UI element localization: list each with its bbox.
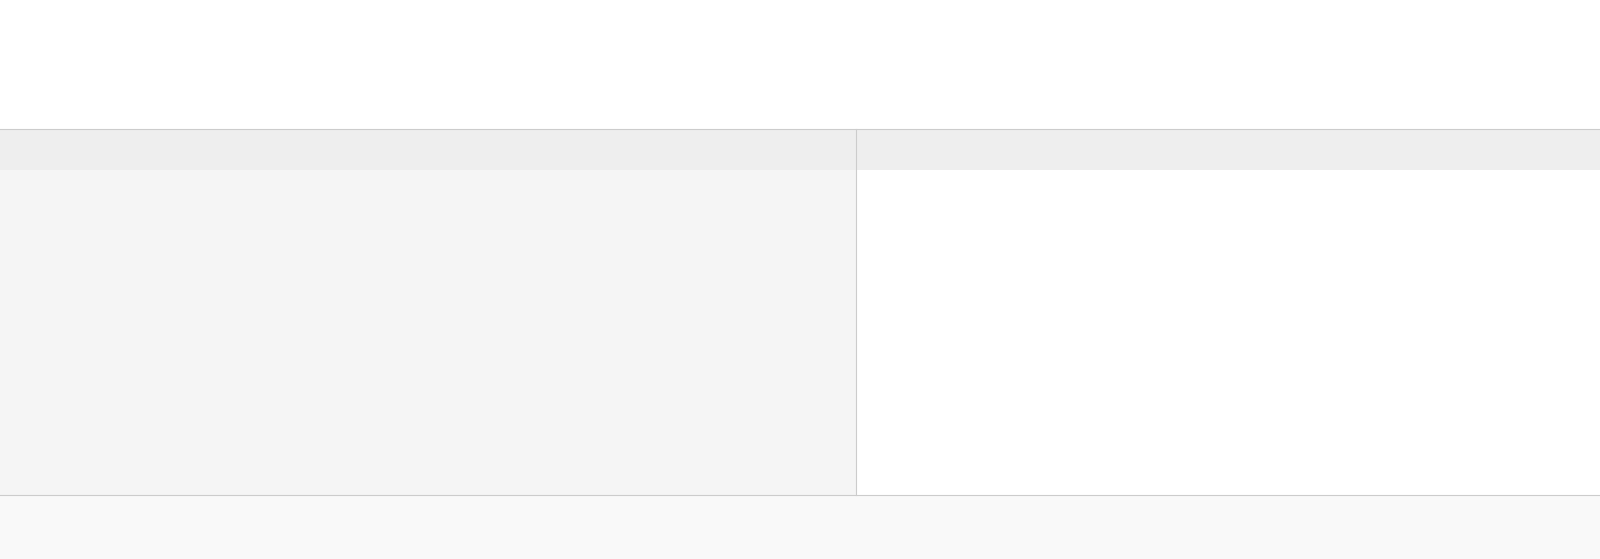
Text: 2837: 2837 [1154, 230, 1186, 244]
Text: original_dataset: original_dataset [870, 200, 971, 212]
Text: ✎: ✎ [1534, 35, 1547, 49]
Text: Price distribution is the same in the two populations: Price distribution is the same in the tw… [1267, 331, 1592, 344]
Text: 1587952.978: 1587952.978 [1266, 268, 1349, 281]
Text: No split: No split [315, 35, 373, 50]
Text: all: all [901, 230, 915, 244]
Text: Compare distribution of Price for "all" and "sample" from original_dataset: Compare distribution of Price for "all" … [38, 86, 550, 100]
Text: Kolmogorov–Smirnov test statistic: Kolmogorov–Smirnov test statistic [870, 414, 1083, 427]
Text: 0.0340258681: 0.0340258681 [1501, 414, 1592, 427]
Text: Significance level: Significance level [870, 357, 981, 370]
Text: 856820.80617: 856820.80617 [1437, 230, 1528, 244]
Text: At the given significance level, the test is inconclusive about whether Price di: At the given significance level, the tes… [394, 520, 1206, 533]
Text: ❯: ❯ [19, 35, 34, 46]
Text: ?: ? [1518, 35, 1525, 49]
Text: 1816: 1816 [1154, 268, 1186, 281]
Text: 0.1510478573: 0.1510478573 [1501, 441, 1592, 454]
Text: ⋮: ⋮ [1573, 35, 1586, 49]
Text: Mean: Mean [1266, 200, 1299, 212]
Text: Price: Price [1325, 180, 1355, 193]
Text: Std. Dev.: Std. Dev. [1437, 200, 1493, 212]
Bar [856, 293, 1600, 318]
Text: sample: sample [901, 268, 946, 281]
Text: Empirical CDFs: Empirical CDFs [373, 142, 483, 157]
Text: 0.05: 0.05 [1565, 357, 1592, 370]
Text: Two-sample Kolmogorov–Smirnov test: Two-sample Kolmogorov–Smirnov test [38, 35, 411, 53]
Text: Results: Results [1200, 377, 1256, 390]
Text: Count: Count [1154, 200, 1190, 212]
Text: Samples: Samples [1194, 142, 1262, 157]
Text: Hypothesis: Hypothesis [1186, 293, 1270, 306]
Text: 950869.67563: 950869.67563 [1437, 268, 1528, 281]
Text: ▾: ▾ [354, 35, 360, 49]
Bar [856, 378, 1600, 402]
Text: Tested hypothesis: Tested hypothesis [870, 331, 982, 344]
Text: 1556597.7928: 1556597.7928 [1266, 230, 1357, 244]
Text: ▤: ▤ [1554, 35, 1566, 49]
Text: p-value: p-value [870, 441, 917, 454]
